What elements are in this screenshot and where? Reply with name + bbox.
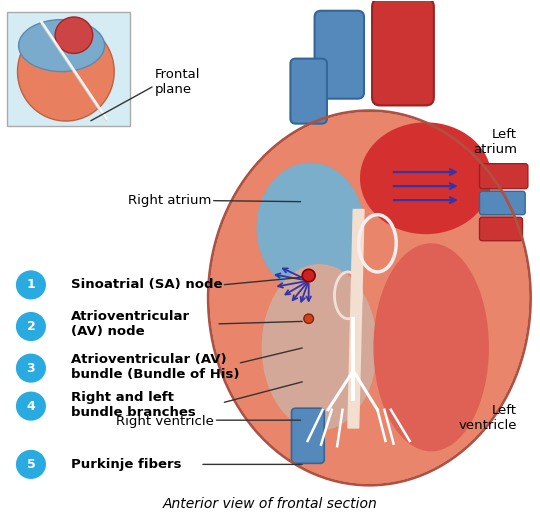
FancyBboxPatch shape: [480, 217, 523, 241]
FancyBboxPatch shape: [480, 191, 525, 214]
Text: Left
ventricle: Left ventricle: [458, 404, 517, 431]
Circle shape: [16, 392, 46, 420]
Text: Anterior view of frontal section: Anterior view of frontal section: [163, 497, 377, 511]
Ellipse shape: [18, 19, 105, 72]
Text: 4: 4: [26, 400, 35, 413]
Circle shape: [16, 354, 46, 383]
FancyBboxPatch shape: [315, 11, 364, 99]
Text: Purkinje fibers: Purkinje fibers: [71, 458, 182, 471]
Circle shape: [16, 270, 46, 300]
Text: Atrioventricular
(AV) node: Atrioventricular (AV) node: [71, 310, 191, 338]
Ellipse shape: [374, 243, 489, 451]
Polygon shape: [348, 210, 364, 428]
Text: 2: 2: [26, 320, 35, 333]
Circle shape: [302, 269, 315, 282]
Circle shape: [304, 314, 314, 323]
FancyBboxPatch shape: [480, 164, 528, 189]
FancyBboxPatch shape: [291, 59, 327, 123]
Text: Frontal
plane: Frontal plane: [154, 68, 200, 96]
Text: 1: 1: [26, 278, 35, 291]
Text: Right and left
bundle branches: Right and left bundle branches: [71, 391, 196, 418]
Text: Sinoatrial (SA) node: Sinoatrial (SA) node: [71, 278, 222, 291]
Ellipse shape: [256, 163, 364, 293]
Text: Atrioventricular (AV)
bundle (Bundle of His): Atrioventricular (AV) bundle (Bundle of …: [71, 353, 240, 381]
Text: Left
atrium: Left atrium: [473, 128, 517, 156]
Text: Right ventricle: Right ventricle: [116, 415, 214, 428]
FancyBboxPatch shape: [7, 12, 130, 126]
Ellipse shape: [17, 22, 114, 121]
Ellipse shape: [55, 17, 93, 53]
Ellipse shape: [262, 264, 377, 430]
Text: 3: 3: [26, 361, 35, 374]
Circle shape: [16, 450, 46, 479]
Text: Right atrium: Right atrium: [127, 194, 211, 207]
Ellipse shape: [360, 122, 491, 234]
Ellipse shape: [210, 112, 529, 484]
Text: 5: 5: [26, 458, 35, 471]
FancyBboxPatch shape: [292, 408, 324, 463]
Circle shape: [16, 312, 46, 341]
FancyBboxPatch shape: [372, 0, 434, 106]
